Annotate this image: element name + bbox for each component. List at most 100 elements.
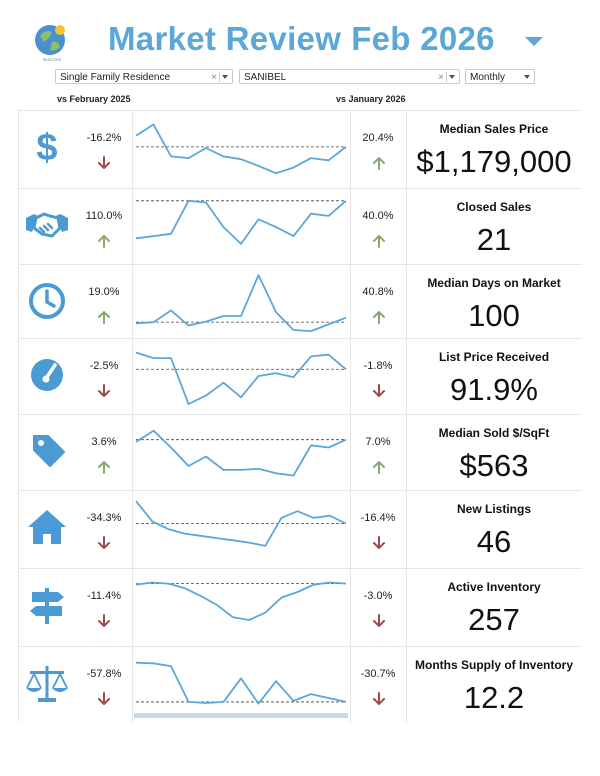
metric-name: New Listings [456, 502, 531, 516]
yoy-change-value: -11.4% [86, 590, 122, 602]
clear-area-icon[interactable]: × [438, 72, 444, 83]
yoy-change-value: -2.5% [89, 360, 119, 372]
tag-icon [33, 435, 65, 467]
frequency-select[interactable]: Monthly [465, 69, 535, 84]
metric-name: Closed Sales [456, 200, 532, 214]
arrow-up-icon [373, 235, 385, 248]
trend-sparkline [135, 351, 347, 405]
trend-sparkline [135, 123, 347, 175]
metric-name: Months Supply of Inventory [415, 658, 573, 672]
clear-property-type-icon[interactable]: × [211, 72, 217, 83]
title-text: Market Review [108, 20, 342, 57]
yoy-change-value: -16.2% [86, 132, 122, 144]
metric-value: 12.2 [463, 680, 525, 715]
trend-sparkline [134, 661, 348, 718]
mom-change-value: -1.8% [363, 360, 393, 372]
row-divider [18, 338, 582, 339]
mom-change-value: 7.0% [365, 436, 391, 448]
frequency-value: Monthly [470, 72, 506, 83]
arrow-down-icon [98, 536, 110, 549]
mom-change-value: -30.7% [360, 668, 396, 680]
metric-value: 91.9% [450, 372, 538, 407]
arrow-down-icon [98, 692, 110, 705]
chevron-down-icon[interactable] [449, 75, 455, 79]
metric-row: 19.0% 40.8% Median Days on Market 100 [18, 264, 582, 340]
mom-comparison-label: vs January 2026 [336, 94, 406, 104]
row-divider [18, 568, 582, 569]
mom-change-value: 20.4% [362, 132, 394, 144]
metric-value: 257 [468, 602, 520, 637]
column-divider [132, 110, 133, 722]
period-dropdown-icon[interactable] [522, 34, 546, 48]
trend-sparkline [135, 274, 347, 332]
clock-icon [29, 283, 65, 319]
metric-value: 21 [476, 222, 512, 257]
arrow-down-icon [373, 692, 385, 705]
house-icon [28, 510, 66, 544]
mom-change-value: 40.0% [362, 210, 394, 222]
arrow-down-icon [98, 156, 110, 169]
trend-sparkline [135, 500, 347, 547]
trend-line [135, 581, 347, 621]
metric-row: -34.3% -16.4% New Listings 46 [18, 490, 582, 566]
arrow-down-icon [373, 384, 385, 397]
yoy-change-value: 3.6% [91, 436, 117, 448]
mom-change-value: 40.8% [362, 286, 394, 298]
chevron-down-icon[interactable] [222, 75, 228, 79]
arrow-up-icon [98, 461, 110, 474]
yoy-change-value: 19.0% [88, 286, 120, 298]
yoy-change-value: 110.0% [85, 210, 123, 222]
arrow-up-icon [373, 311, 385, 324]
arrow-down-icon [373, 536, 385, 549]
arrow-down-icon [98, 614, 110, 627]
trend-line [135, 429, 347, 477]
period-text: Feb 2026 [351, 20, 495, 57]
horizontal-scrollbar[interactable] [134, 713, 348, 718]
metric-row: -16.2% 20.4% Median Sales Price $1,179,000 [18, 110, 582, 186]
metric-name: Median Sales Price [439, 122, 549, 136]
metric-value: $1,179,000 [416, 144, 572, 179]
trend-sparkline [135, 581, 347, 621]
select-separator [446, 72, 447, 82]
metric-name: List Price Received [438, 350, 550, 364]
trend-sparkline [135, 199, 347, 245]
gauge-icon [29, 357, 65, 393]
arrow-down-icon [373, 614, 385, 627]
metric-row: -11.4% -3.0% Active Inventory 257 [18, 568, 582, 644]
arrow-up-icon [98, 311, 110, 324]
metric-name: Median Sold $/SqFt [438, 426, 550, 440]
trend-line [135, 123, 347, 175]
column-divider [18, 110, 19, 722]
metric-value: 100 [468, 298, 520, 333]
metric-row: 110.0% 40.0% Closed Sales 21 [18, 188, 582, 264]
column-divider [350, 110, 351, 722]
yoy-comparison-label: vs February 2025 [57, 94, 131, 104]
metric-row: -2.5% -1.8% List Price Received 91.9% [18, 338, 582, 414]
metric-name: Median Days on Market [427, 276, 561, 290]
column-divider [406, 110, 407, 722]
trend-line [135, 274, 347, 332]
area-select[interactable]: SANIBEL × [239, 69, 460, 84]
row-divider [18, 110, 582, 111]
trend-sparkline [135, 429, 347, 477]
metric-row: -57.8% -30.7% Months Supply of Inventory 12… [18, 646, 582, 722]
metric-value: $563 [459, 448, 529, 483]
property-type-value: Single Family Residence [60, 72, 171, 83]
chevron-down-icon[interactable] [524, 75, 530, 79]
row-divider [18, 264, 582, 265]
metric-name: Active Inventory [447, 580, 541, 594]
filter-bar: Single Family Residence × SANIBEL × Mont… [0, 69, 600, 87]
mom-change-value: -16.4% [360, 512, 396, 524]
metric-value: 46 [476, 524, 512, 559]
arrow-up-icon [373, 157, 385, 170]
metric-row: 3.6% 7.0% Median Sold $/SqFt $563 [18, 414, 582, 490]
mom-change-value: -3.0% [363, 590, 393, 602]
header: REALTORS Market Review Feb 2026 [0, 0, 600, 66]
select-separator [219, 72, 220, 82]
row-divider [18, 490, 582, 491]
page-title: Market Review Feb 2026 [108, 20, 495, 58]
trend-line [135, 500, 347, 547]
dollar-icon [36, 127, 58, 169]
trend-line [135, 661, 347, 705]
property-type-select[interactable]: Single Family Residence × [55, 69, 233, 84]
